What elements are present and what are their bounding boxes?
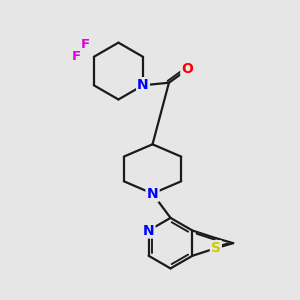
Text: N: N bbox=[143, 224, 154, 238]
Text: S: S bbox=[211, 241, 221, 255]
Text: N: N bbox=[147, 187, 158, 201]
Text: N: N bbox=[137, 78, 149, 92]
Text: O: O bbox=[181, 62, 193, 76]
Text: N: N bbox=[137, 78, 149, 92]
Text: N: N bbox=[147, 187, 158, 201]
Text: F: F bbox=[80, 38, 89, 51]
Text: F: F bbox=[72, 50, 81, 63]
